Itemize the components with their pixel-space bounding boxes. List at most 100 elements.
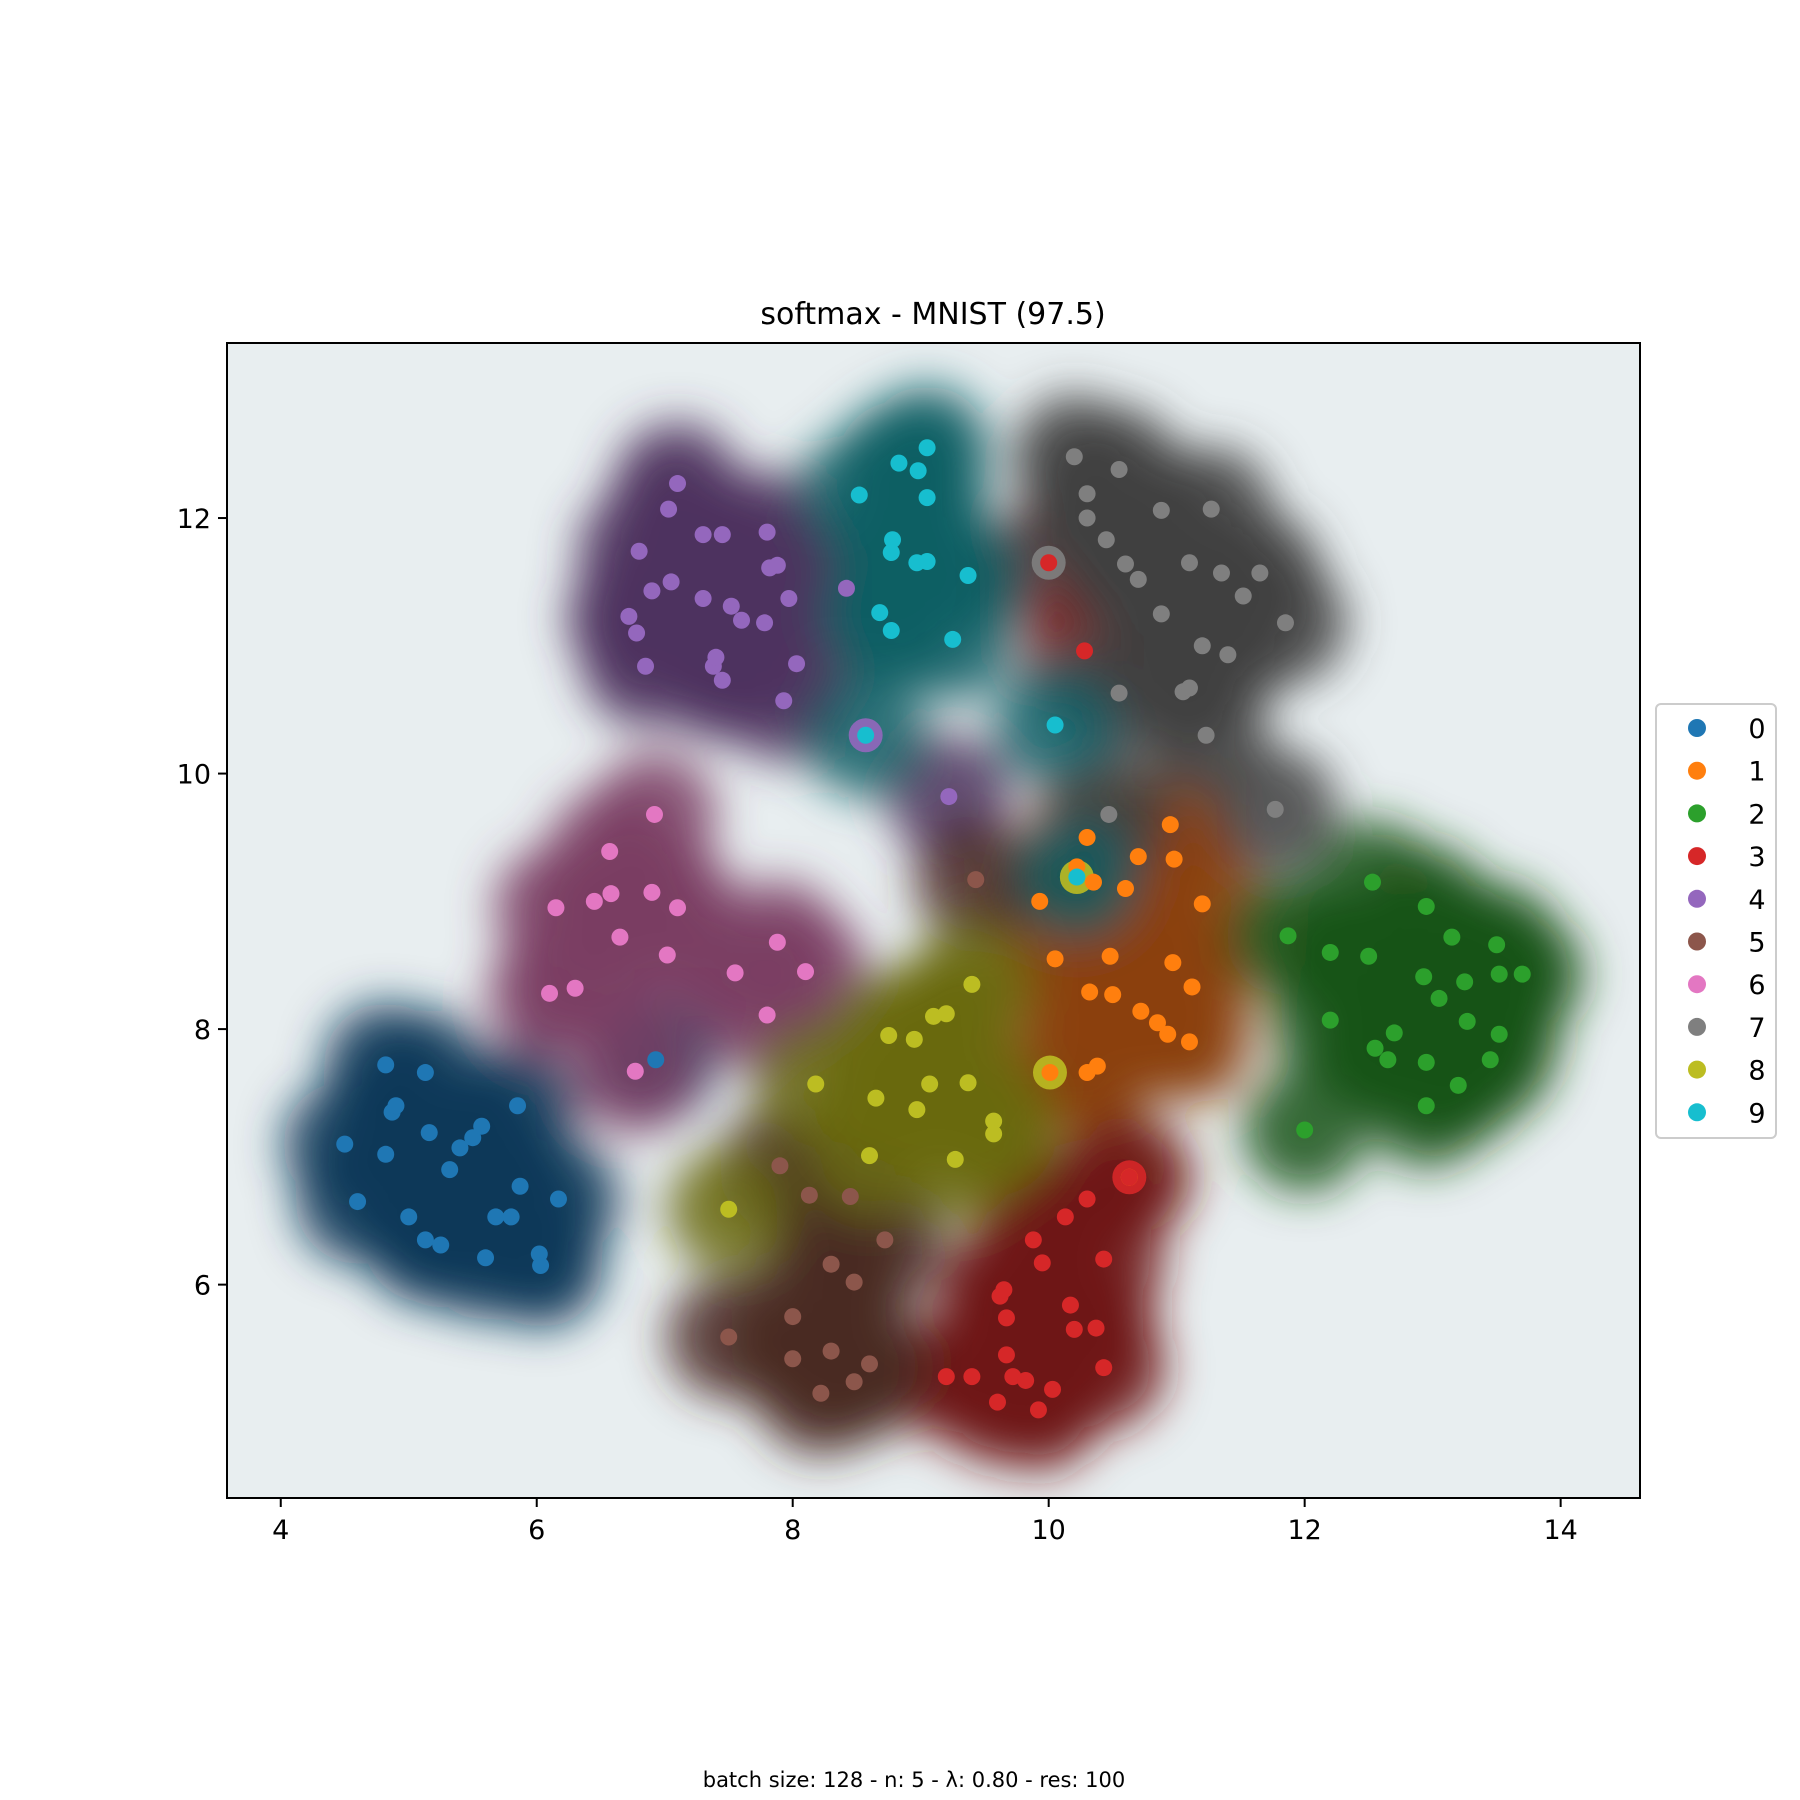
point-class-0 bbox=[511, 1177, 529, 1195]
point-class-7 bbox=[1193, 637, 1211, 655]
point-class-6 bbox=[797, 963, 815, 981]
point-class-2 bbox=[1296, 1121, 1314, 1139]
point-class-2 bbox=[1417, 1053, 1435, 1071]
legend-item-4: 4 bbox=[1688, 885, 1766, 916]
point-class-3 bbox=[1017, 1371, 1035, 1389]
point-class-2 bbox=[1456, 973, 1474, 991]
point-class-0 bbox=[336, 1135, 354, 1153]
point-class-8 bbox=[905, 1030, 923, 1048]
point-class-9 bbox=[918, 552, 936, 570]
point-class-8 bbox=[867, 1089, 885, 1107]
x-tick-label: 10 bbox=[1032, 1515, 1066, 1546]
point-class-4 bbox=[758, 523, 776, 541]
point-class-0 bbox=[502, 1208, 520, 1226]
point-class-1 bbox=[1088, 1057, 1106, 1075]
point-class-3 bbox=[1095, 1250, 1113, 1268]
point-class-4 bbox=[669, 475, 687, 493]
legend-frame bbox=[1655, 703, 1777, 1139]
series-2 bbox=[1279, 873, 1531, 1139]
legend-marker bbox=[1688, 932, 1706, 951]
point-class-9 bbox=[944, 630, 962, 648]
point-class-9 bbox=[884, 531, 902, 549]
x-tick-label: 12 bbox=[1287, 1515, 1321, 1546]
point-class-5 bbox=[800, 1186, 818, 1204]
point-class-0 bbox=[377, 1145, 395, 1163]
point-class-6 bbox=[768, 933, 786, 951]
point-class-7 bbox=[1097, 531, 1115, 549]
point-class-9 bbox=[890, 454, 908, 472]
point-class-2 bbox=[1481, 1051, 1499, 1069]
legend-label: 5 bbox=[1748, 928, 1765, 959]
point-class-1 bbox=[1132, 1002, 1150, 1020]
legend-item-9: 9 bbox=[1688, 1098, 1766, 1129]
series-6 bbox=[541, 805, 815, 1080]
point-class-6 bbox=[547, 899, 565, 917]
point-class-2 bbox=[1458, 1012, 1476, 1030]
legend-label: 7 bbox=[1748, 1013, 1765, 1044]
point-class-8 bbox=[985, 1125, 1003, 1143]
point-class-5 bbox=[784, 1350, 802, 1368]
point-class-8 bbox=[720, 1200, 738, 1218]
point-class-3 bbox=[997, 1346, 1015, 1364]
point-class-6 bbox=[585, 892, 603, 910]
legend-item-7: 7 bbox=[1688, 1013, 1766, 1044]
point-class-2 bbox=[1321, 1011, 1339, 1029]
point-class-4 bbox=[694, 590, 712, 608]
plot-frame bbox=[226, 342, 1641, 1499]
point-class-1 bbox=[1046, 950, 1064, 968]
point-class-4 bbox=[756, 614, 774, 632]
point-class-1 bbox=[1180, 1033, 1198, 1051]
point-class-9 bbox=[882, 544, 900, 562]
point-class-5 bbox=[812, 1384, 830, 1402]
point-class-5 bbox=[876, 1231, 894, 1249]
y-tick-label: 12 bbox=[177, 504, 211, 535]
point-class-1 bbox=[1129, 848, 1147, 866]
point-class-0 bbox=[377, 1056, 395, 1074]
point-class-6 bbox=[611, 928, 629, 946]
point-class-3 bbox=[1120, 1168, 1138, 1186]
point-class-3 bbox=[997, 1309, 1015, 1327]
series-7 bbox=[1065, 448, 1294, 823]
footer-caption: batch size: 128 - n: 5 - λ: 0.80 - res: … bbox=[703, 1768, 1126, 1792]
legend-marker bbox=[1688, 847, 1706, 866]
legend-marker bbox=[1688, 761, 1706, 780]
point-class-2 bbox=[1443, 928, 1461, 946]
point-class-6 bbox=[643, 883, 661, 901]
point-class-2 bbox=[1417, 897, 1435, 915]
point-class-7 bbox=[1110, 684, 1128, 702]
legend-marker bbox=[1688, 804, 1706, 823]
point-class-0 bbox=[420, 1124, 438, 1142]
series-3 bbox=[937, 554, 1138, 1419]
legend-marker bbox=[1688, 975, 1706, 994]
point-class-7 bbox=[1276, 614, 1294, 632]
point-class-3 bbox=[1056, 1208, 1074, 1226]
point-class-1 bbox=[1078, 828, 1096, 846]
point-class-6 bbox=[541, 984, 559, 1002]
point-class-8 bbox=[963, 975, 981, 993]
legend-marker bbox=[1688, 1060, 1706, 1079]
point-class-0 bbox=[549, 1190, 567, 1208]
point-class-4 bbox=[643, 582, 661, 600]
point-class-6 bbox=[645, 805, 663, 823]
point-class-3 bbox=[1078, 1190, 1096, 1208]
point-class-4 bbox=[707, 648, 725, 666]
point-class-5 bbox=[967, 871, 985, 889]
point-class-5 bbox=[845, 1373, 863, 1391]
point-class-8 bbox=[959, 1074, 977, 1092]
point-class-7 bbox=[1197, 726, 1215, 744]
point-class-7 bbox=[1152, 605, 1170, 623]
point-class-2 bbox=[1449, 1076, 1467, 1094]
point-class-0 bbox=[432, 1236, 450, 1254]
point-class-6 bbox=[566, 979, 584, 997]
legend-label: 3 bbox=[1748, 842, 1765, 873]
point-class-9 bbox=[918, 439, 936, 457]
point-class-8 bbox=[937, 1005, 955, 1023]
y-tick-label: 8 bbox=[194, 1015, 211, 1046]
point-class-1 bbox=[1183, 978, 1201, 996]
point-class-7 bbox=[1251, 564, 1269, 582]
series-1 bbox=[1031, 816, 1211, 1186]
point-class-3 bbox=[1024, 1231, 1042, 1249]
point-class-3 bbox=[1040, 554, 1058, 572]
point-class-9 bbox=[850, 486, 868, 504]
